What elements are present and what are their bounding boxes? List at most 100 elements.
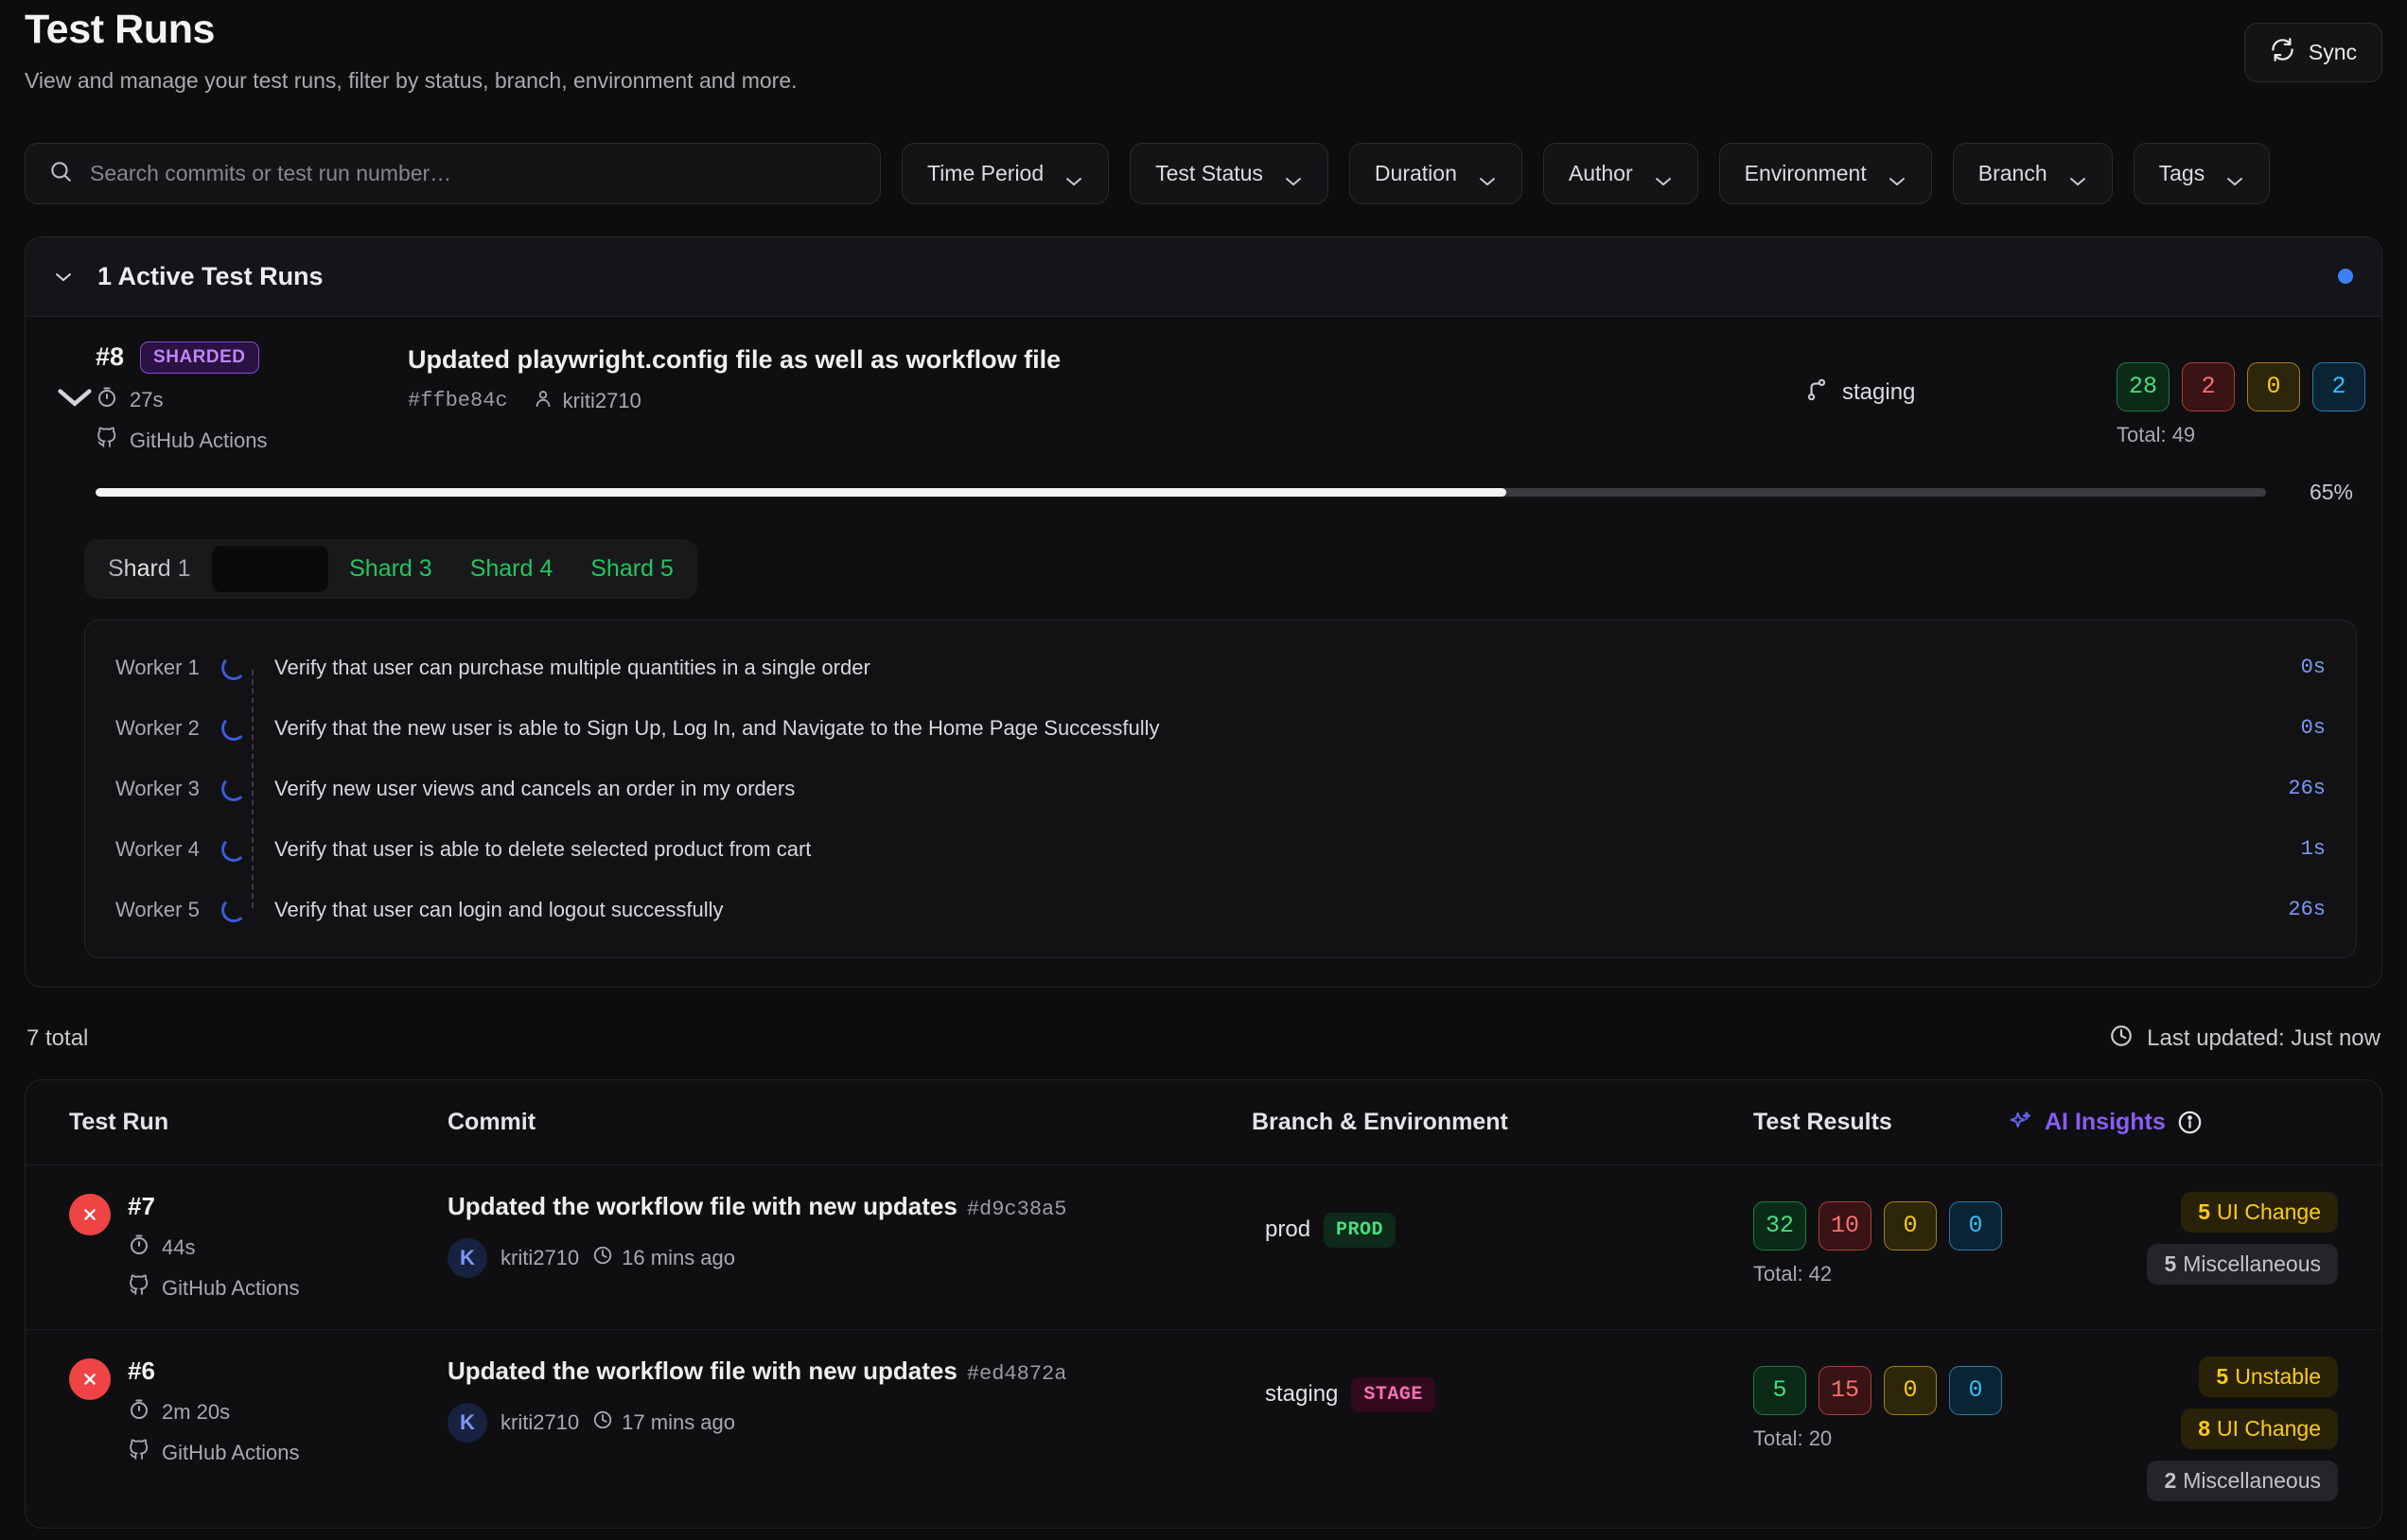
- user-icon: [533, 388, 553, 414]
- expand-run-caret[interactable]: [54, 341, 96, 414]
- row-time-ago: 16 mins ago: [592, 1245, 735, 1271]
- row-commit-title: Updated the workflow file with new updat…: [448, 1192, 1252, 1221]
- column-results: Test Results: [1753, 1108, 1892, 1135]
- row-branch-cell: prod PROD: [1252, 1192, 1753, 1255]
- filter-author[interactable]: Author: [1542, 142, 1698, 204]
- page-header-text: Test Runs View and manage your test runs…: [25, 6, 798, 94]
- page-header: Test Runs View and manage your test runs…: [25, 0, 2382, 94]
- sync-icon: [2270, 37, 2295, 68]
- active-run-results: 28 2 0 2 Total: 49: [2117, 341, 2365, 447]
- row-commit-message: Updated the workflow file with new updat…: [448, 1191, 958, 1220]
- chip-failed: 10: [1818, 1200, 1872, 1251]
- active-run-branch: staging: [1804, 341, 2117, 409]
- spinner-icon: [221, 897, 246, 922]
- spinner-icon: [221, 715, 246, 741]
- filter-duration[interactable]: Duration: [1348, 142, 1522, 204]
- clock-icon: [592, 1409, 613, 1436]
- chevron-down-icon: [1654, 167, 1673, 186]
- shard-tab-5[interactable]: Shard 5: [590, 554, 674, 582]
- table-row[interactable]: #6 2m 20s GitHub Actions Updated the workfl…: [26, 1330, 2381, 1528]
- chip-failed: 2: [2182, 361, 2235, 411]
- row-time-ago: 17 mins ago: [592, 1409, 735, 1436]
- filter-time-period-label: Time Period: [927, 160, 1045, 185]
- row-branch-name: prod: [1265, 1216, 1311, 1243]
- table-header-row: Test Run Commit Branch & Environment Tes…: [26, 1080, 2381, 1165]
- worker-test-name: Verify that user is able to delete selec…: [274, 836, 812, 861]
- chevron-down-icon[interactable]: [54, 271, 73, 282]
- timer-icon: [128, 1398, 150, 1426]
- worker-row: Worker 3 Verify new user views and cancel…: [85, 759, 2356, 819]
- worker-duration: 0s: [2300, 716, 2326, 741]
- row-test-run-cell: #7 44s GitHub Actions: [69, 1192, 448, 1303]
- live-indicator-dot: [2338, 269, 2353, 285]
- row-commit-cell: Updated the workflow file with new updat…: [448, 1356, 1252, 1443]
- environment-badge: PROD: [1324, 1212, 1397, 1248]
- info-icon[interactable]: [2177, 1110, 2203, 1135]
- branch-icon: [1804, 377, 1829, 409]
- column-branch-env: Branch & Environment: [1252, 1108, 1508, 1135]
- chip-skipped: 0: [1884, 1365, 1938, 1415]
- row-author: kriti2710: [501, 1245, 580, 1269]
- row-test-run-cell: #6 2m 20s GitHub Actions: [69, 1356, 448, 1467]
- timer-icon: [128, 1234, 150, 1262]
- chevron-down-icon: [1064, 167, 1083, 186]
- status-failed-icon: [69, 1193, 111, 1235]
- worker-row: Worker 4 Verify that user is able to dele…: [85, 819, 2356, 880]
- row-run-id: #6: [128, 1356, 155, 1385]
- filter-environment[interactable]: Environment: [1718, 142, 1932, 204]
- active-run-id: #8: [96, 342, 125, 372]
- worker-duration: 26s: [2288, 777, 2326, 801]
- chip-flaky: 2: [2312, 361, 2365, 411]
- filter-time-period[interactable]: Time Period: [902, 142, 1110, 204]
- chevron-down-icon: [1284, 167, 1303, 186]
- table-row[interactable]: #7 44s GitHub Actions Updated the workflow …: [26, 1165, 2381, 1330]
- search-box[interactable]: [25, 142, 881, 204]
- filter-author-label: Author: [1568, 160, 1633, 185]
- row-result-chips: 5 15 0 0: [1753, 1365, 2009, 1415]
- active-runs-panel: 1 Active Test Runs #8 SHARDED 27s Git: [25, 236, 2382, 988]
- filter-test-status-label: Test Status: [1155, 160, 1263, 185]
- chip-skipped: 0: [1884, 1200, 1938, 1251]
- chevron-down-icon: [2225, 167, 2244, 186]
- shard-tab-3[interactable]: Shard 3: [349, 554, 432, 582]
- active-run-commit-title: Updated playwright.config file as well a…: [408, 344, 1062, 374]
- row-branch-name: staging: [1265, 1381, 1339, 1408]
- test-runs-table: Test Run Commit Branch & Environment Tes…: [25, 1078, 2382, 1529]
- ai-insight-count: 2: [2164, 1467, 2177, 1493]
- active-run-commit-hash: #ffbe84c: [408, 389, 508, 413]
- chip-skipped: 0: [2247, 361, 2300, 411]
- active-run-branch-label: staging: [1842, 379, 1916, 406]
- worker-duration: 0s: [2300, 656, 2326, 680]
- filter-tags[interactable]: Tags: [2133, 142, 2271, 204]
- ai-insight-label: UI Change: [2217, 1199, 2321, 1224]
- row-duration-label: 44s: [162, 1234, 196, 1259]
- ai-insights-label: AI Insights: [2045, 1108, 2166, 1135]
- shard-tab-2[interactable]: Shard 2: [211, 545, 329, 592]
- active-run-row: #8 SHARDED 27s GitHub Actions Updated pl…: [26, 317, 2381, 455]
- chevron-down-icon: [54, 388, 96, 413]
- shard-tab-4[interactable]: Shard 4: [469, 554, 553, 582]
- row-branch-cell: staging STAGE: [1252, 1356, 1753, 1420]
- progress-percent-label: 65%: [2309, 479, 2353, 504]
- row-author: kriti2710: [501, 1409, 580, 1434]
- worker-test-name: Verify that the new user is able to Sign…: [274, 715, 1160, 740]
- row-total-label: Total: 42: [1753, 1261, 1833, 1286]
- shard-tab-1[interactable]: Shard 1: [91, 546, 208, 592]
- filter-test-status[interactable]: Test Status: [1130, 142, 1328, 204]
- active-run-result-chips: 28 2 0 2: [2117, 361, 2365, 411]
- row-commit-cell: Updated the workflow file with new updat…: [448, 1192, 1252, 1278]
- active-run-author: kriti2710: [533, 388, 641, 414]
- last-updated: Last updated: Just now: [2109, 1024, 2381, 1055]
- chip-passed: 32: [1753, 1200, 1807, 1251]
- filter-branch[interactable]: Branch: [1952, 142, 2113, 204]
- active-run-progress: 65%: [26, 455, 2381, 505]
- active-runs-header-left: 1 Active Test Runs: [54, 262, 324, 291]
- totals-row: 7 total Last updated: Just now: [25, 1024, 2382, 1055]
- worker-test-name: Verify new user views and cancels an ord…: [274, 776, 796, 800]
- filter-environment-label: Environment: [1744, 160, 1867, 185]
- search-input[interactable]: [90, 160, 857, 186]
- active-runs-header[interactable]: 1 Active Test Runs: [26, 236, 2381, 317]
- ai-insight-badge: 5 UI Change: [2181, 1191, 2338, 1233]
- sync-button[interactable]: Sync: [2243, 23, 2382, 82]
